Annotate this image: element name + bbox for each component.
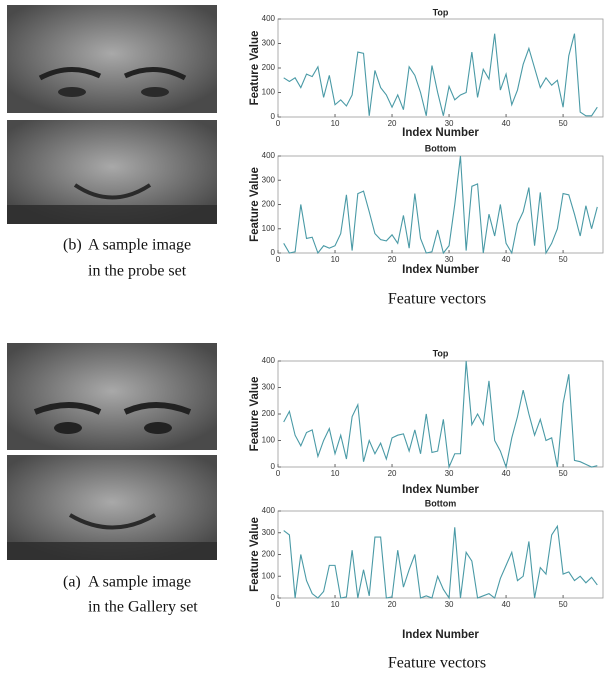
x-tick-label: 20: [388, 119, 397, 128]
y-axis-label: Feature Value: [249, 377, 261, 452]
x-tick-label: 20: [388, 255, 397, 264]
plot-area: [277, 510, 604, 599]
x-tick-label: 0: [276, 119, 281, 128]
y-tick-label: 300: [262, 383, 276, 392]
x-tick-label: 30: [445, 119, 454, 128]
y-tick-label: 400: [262, 506, 276, 515]
plot-area: [277, 360, 604, 468]
y-tick-label: 200: [262, 200, 276, 209]
x-tick-label: 10: [331, 255, 340, 264]
y-tick-label: 400: [262, 14, 276, 23]
plot-area: [277, 155, 604, 254]
chart-title: Top: [433, 7, 449, 17]
y-tick-label: 100: [262, 224, 276, 233]
x-tick-label: 40: [502, 600, 511, 609]
y-tick-label: 0: [271, 593, 276, 602]
x-tick-label: 30: [445, 600, 454, 609]
x-axis-label: Index Number: [402, 264, 479, 276]
x-tick-label: 50: [559, 469, 568, 478]
chart-title: Bottom: [425, 143, 457, 153]
caption-text: Feature vectors: [388, 291, 486, 308]
x-tick-label: 40: [502, 255, 511, 264]
x-tick-label: 40: [502, 469, 511, 478]
x-tick-label: 30: [445, 469, 454, 478]
y-tick-label: 300: [262, 39, 276, 48]
data-line: [283, 155, 598, 255]
y-tick-label: 300: [262, 175, 276, 184]
caption-text: Feature vectors: [388, 655, 486, 672]
caption-label: (b): [63, 237, 82, 254]
data-line: [283, 33, 598, 117]
y-tick-label: 200: [262, 550, 276, 559]
data-line: [283, 360, 598, 470]
x-tick-label: 0: [276, 469, 281, 478]
x-tick-label: 50: [559, 600, 568, 609]
y-tick-label: 400: [262, 151, 276, 160]
x-tick-label: 20: [388, 469, 397, 478]
y-tick-label: 300: [262, 528, 276, 537]
caption-text: A sample image: [88, 237, 191, 254]
y-tick-label: 0: [271, 248, 276, 257]
y-tick-label: 200: [262, 63, 276, 72]
caption-text: A sample image: [88, 574, 191, 591]
x-tick-label: 10: [331, 469, 340, 478]
caption-text: in the Gallery set: [88, 599, 198, 616]
data-line: [283, 524, 598, 600]
y-tick-label: 100: [262, 571, 276, 580]
x-axis-label: Index Number: [402, 484, 479, 496]
plot-area: [277, 18, 604, 118]
y-tick-label: 200: [262, 409, 276, 418]
probe-face-top: [7, 5, 217, 113]
caption-text: in the probe set: [88, 263, 187, 280]
caption-label: (a): [63, 574, 81, 591]
gallery-face-bottom: [7, 455, 217, 560]
chart-title: Top: [433, 348, 449, 358]
gallery-face-top: [7, 343, 217, 450]
y-tick-label: 400: [262, 356, 276, 365]
x-tick-label: 0: [276, 255, 281, 264]
y-tick-label: 100: [262, 88, 276, 97]
y-axis-label: Feature Value: [249, 31, 261, 106]
chart-title: Bottom: [425, 498, 457, 508]
y-tick-label: 0: [271, 462, 276, 471]
x-tick-label: 50: [559, 255, 568, 264]
x-axis-label: Index Number: [402, 629, 479, 641]
y-axis-label: Feature Value: [249, 517, 261, 592]
probe-face-bottom: [7, 120, 217, 224]
x-axis-label: Index Number: [402, 127, 479, 139]
y-tick-label: 0: [271, 112, 276, 121]
x-tick-label: 10: [331, 600, 340, 609]
y-axis-label: Feature Value: [249, 167, 261, 242]
x-tick-label: 0: [276, 600, 281, 609]
x-tick-label: 40: [502, 119, 511, 128]
y-tick-label: 100: [262, 436, 276, 445]
x-tick-label: 50: [559, 119, 568, 128]
x-tick-label: 30: [445, 255, 454, 264]
x-tick-label: 10: [331, 119, 340, 128]
x-tick-label: 20: [388, 600, 397, 609]
